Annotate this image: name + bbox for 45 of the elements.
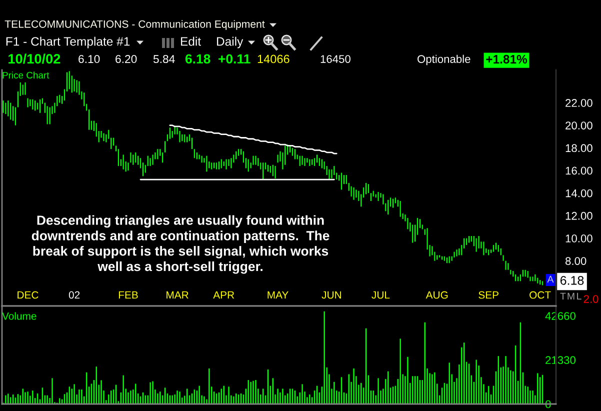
text: +1.81% <box>486 54 528 64</box>
y-tick-label: 42660 <box>545 312 576 320</box>
text: 6.20 <box>116 54 137 64</box>
text: TELECOMMUNICATIONS - Communication Equipment <box>4 20 265 30</box>
x-tick-label: JUL <box>372 291 390 299</box>
text: 2.0 <box>584 295 598 303</box>
text: Optionable <box>418 54 470 66</box>
text: F1 - Chart Template #1 <box>6 36 130 48</box>
x-tick-label: APR <box>213 291 234 299</box>
y-tick-label: 16.00 <box>566 166 592 175</box>
x-tick-label: 02 <box>68 291 80 299</box>
annotation: Descending triangles are usually found within downtrends and are continuation patterns. The break of support is the sell signal, which works well as a short-sell trigger. <box>32 215 330 274</box>
x-tick-label: DEC <box>18 291 38 299</box>
x-tick-label: AUG <box>426 291 448 299</box>
text: A <box>547 276 554 283</box>
text: 16450 <box>320 55 350 63</box>
x-tick-label: OCT <box>530 291 551 299</box>
y-tick-label: 21330 <box>546 356 576 364</box>
chart-title: Volume <box>2 312 36 320</box>
text: T <box>560 292 566 300</box>
chart-title: Price Chart <box>2 72 50 79</box>
line-series <box>169 124 338 154</box>
x-tick-label: FEB <box>118 291 138 299</box>
y-tick-label: 14.00 <box>566 189 592 198</box>
text: Edit <box>181 36 201 46</box>
y-tick-label: 12.00 <box>566 212 592 220</box>
text: 6.18 <box>560 276 584 285</box>
y-tick-label: 20.00 <box>566 122 592 130</box>
x-tick-label: MAR <box>166 291 188 299</box>
y-tick-label: 10.00 <box>566 234 592 242</box>
x-tick-label: SEP <box>478 291 498 299</box>
text: Daily <box>217 36 244 48</box>
text: M <box>568 292 574 300</box>
x-tick-label: MAY <box>268 291 288 299</box>
y-tick-label: 18.00 <box>566 144 592 152</box>
y-tick-label: 22.00 <box>566 99 592 107</box>
text: +0.11 <box>218 54 250 64</box>
text: 6.18 <box>185 54 210 64</box>
x-tick-label: JUN <box>322 291 341 299</box>
text: 6.10 <box>78 54 100 64</box>
text: 10/10/02 <box>8 54 60 64</box>
text: L <box>577 292 582 300</box>
text: 14066 <box>258 54 290 64</box>
text: 5.84 <box>153 54 175 64</box>
y-tick-label: 8.00 <box>566 257 586 265</box>
